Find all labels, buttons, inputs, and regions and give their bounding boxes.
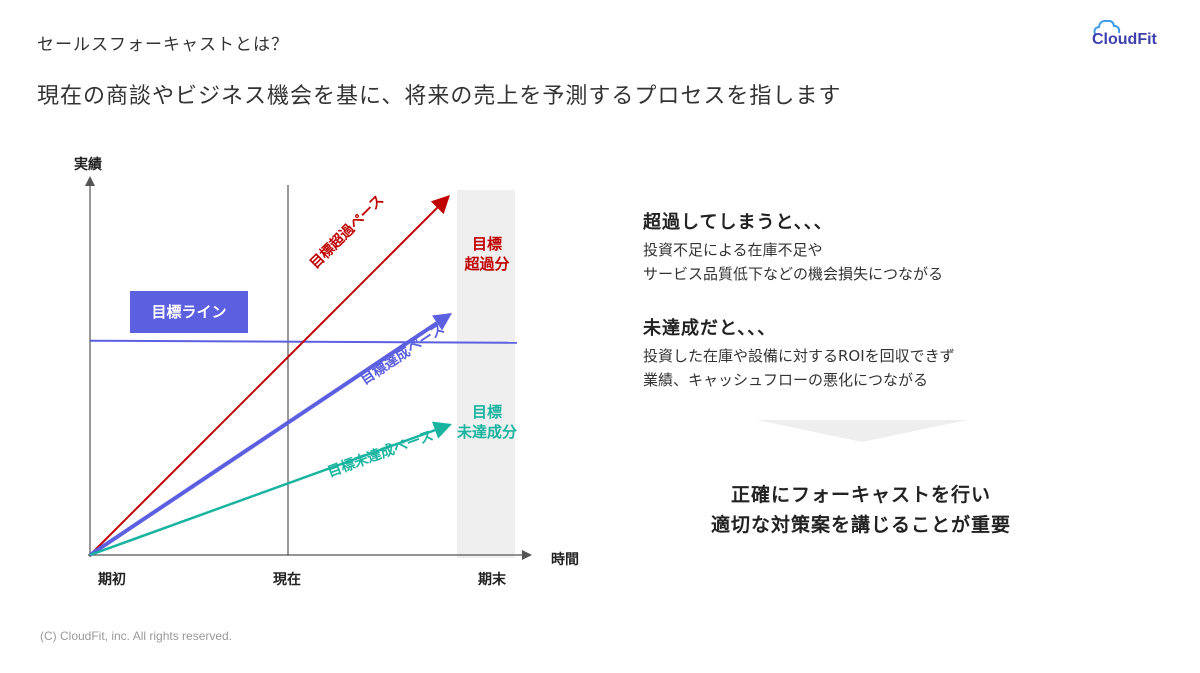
section-title: セールスフォーキャストとは？ — [37, 35, 289, 55]
series-arrowhead — [432, 421, 452, 439]
copyright-footer: (C) CloudFit, inc. All rights reserved. — [40, 629, 233, 643]
under-line-1: 投資した在庫や設備に対するROIを回収できず — [643, 347, 955, 365]
series-label: 目標未達成ペース — [325, 427, 435, 481]
series-label: 目標超過ペース — [306, 191, 387, 272]
conclusion: 正確にフォーキャストを行い 適切な対策案を講じることが重要 — [640, 480, 1082, 540]
over-block: 超過してしまうと、、、 投資不足による在庫不足や サービス品質低下などの機会損失… — [643, 208, 943, 286]
conclusion-line-2: 適切な対策案を講じることが重要 — [710, 514, 1011, 536]
under-block: 未達成だと、、、 投資した在庫や設備に対するROIを回収できず 業績、キャッシュ… — [643, 314, 955, 392]
under-line-2: 業績、キャッシュフローの悪化につながる — [643, 371, 929, 389]
y-axis-label: 実績 — [74, 156, 102, 173]
band-label: 目標 — [472, 403, 502, 421]
series-line — [89, 207, 438, 556]
over-title: 超過してしまうと、、、 — [643, 212, 833, 233]
x-axis-label: 時間 — [551, 551, 579, 568]
target-line-label-text: 目標ライン — [151, 303, 226, 321]
series-label: 目標達成ペース — [357, 320, 447, 388]
target-line-label: 目標ライン — [130, 291, 248, 333]
band-label: 超過分 — [463, 255, 509, 273]
logo-text: CloudFit — [1092, 31, 1157, 48]
band-label: 目標 — [472, 235, 502, 253]
x-tick-label: 期末 — [478, 571, 507, 588]
series-line — [88, 321, 439, 557]
under-title: 未達成だと、、、 — [643, 318, 777, 339]
x-tick-labels: 期初 現在 期末 — [98, 571, 507, 588]
page-headline: 現在の商談やビジネス機会を基に、将来の売上を予測するプロセスを指します — [37, 84, 842, 109]
series-arrowhead — [432, 313, 452, 331]
cloudfit-logo: CloudFit — [1088, 18, 1178, 54]
band-label: 未達成分 — [456, 423, 517, 441]
over-line-2: サービス品質低下などの機会損失につながる — [643, 265, 944, 283]
cloud-icon — [1093, 19, 1121, 35]
period-end-band — [457, 190, 515, 558]
conclusion-line-1: 正確にフォーキャストを行い — [730, 484, 991, 506]
x-tick-label: 期初 — [98, 571, 126, 588]
x-tick-label: 現在 — [273, 571, 301, 588]
down-arrow-icon — [757, 420, 967, 442]
over-line-1: 投資不足による在庫不足や — [643, 241, 823, 259]
series-line — [89, 428, 436, 557]
series-arrowhead — [430, 195, 450, 215]
